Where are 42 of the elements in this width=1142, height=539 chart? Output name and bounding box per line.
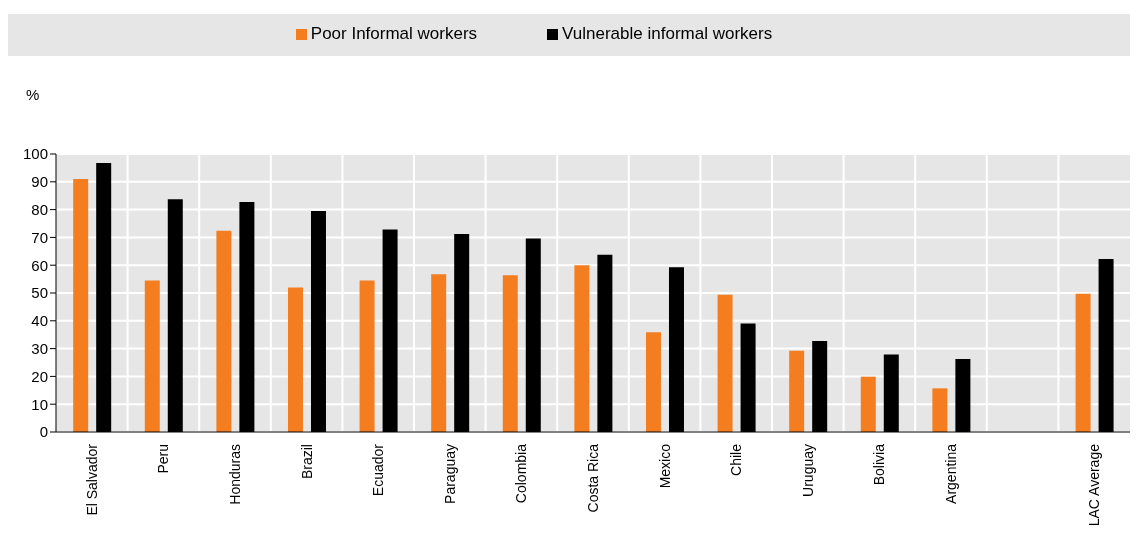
legend-label: Vulnerable informal workers (562, 24, 773, 43)
bar (574, 265, 590, 432)
y-tick-label: 70 (31, 228, 48, 246)
x-tick-label: Ecuador (370, 443, 387, 497)
legend-label: Poor Informal workers (310, 24, 478, 43)
y-tick-label: 90 (31, 173, 48, 191)
y-tick-label: 50 (31, 284, 48, 302)
bar (645, 332, 661, 432)
x-tick-label: Colombia (513, 443, 530, 504)
x-tick-label: Bolivia (871, 443, 888, 486)
bar (1075, 293, 1091, 432)
bar (789, 350, 805, 432)
bar (932, 388, 948, 432)
bar (431, 274, 447, 432)
x-tick-label: LAC Average (1086, 443, 1103, 527)
bar (717, 294, 733, 432)
y-tick-label: 0 (39, 423, 48, 441)
x-tick-label: Peru (155, 444, 172, 474)
bar (287, 287, 303, 432)
y-tick-label: 80 (31, 200, 48, 218)
y-axis-title: % (26, 86, 40, 103)
y-tick-label: 40 (31, 312, 48, 330)
bar (216, 230, 232, 432)
x-tick-label: Brazil (298, 444, 315, 480)
x-tick-label: Honduras (227, 444, 243, 505)
x-tick-label: Costa Rica (585, 443, 601, 513)
y-tick-label: 20 (31, 367, 48, 385)
bar (73, 179, 89, 432)
y-tick-label: 60 (31, 256, 48, 274)
bar (359, 280, 375, 432)
x-tick-label: El Salvador (83, 443, 100, 516)
x-tick-label: Paraguay (441, 444, 458, 504)
x-tick-label: Argentina (943, 443, 959, 504)
y-tick-label: 10 (31, 395, 48, 413)
bar (144, 280, 160, 432)
bar (860, 376, 876, 432)
x-tick-label: Uruguay (799, 444, 816, 497)
y-tick-label: 30 (31, 339, 48, 357)
y-tick-label: 100 (22, 145, 48, 163)
x-tick-label: Mexico (656, 443, 673, 489)
x-tick-label: Chile (728, 443, 745, 476)
bar (502, 275, 518, 432)
